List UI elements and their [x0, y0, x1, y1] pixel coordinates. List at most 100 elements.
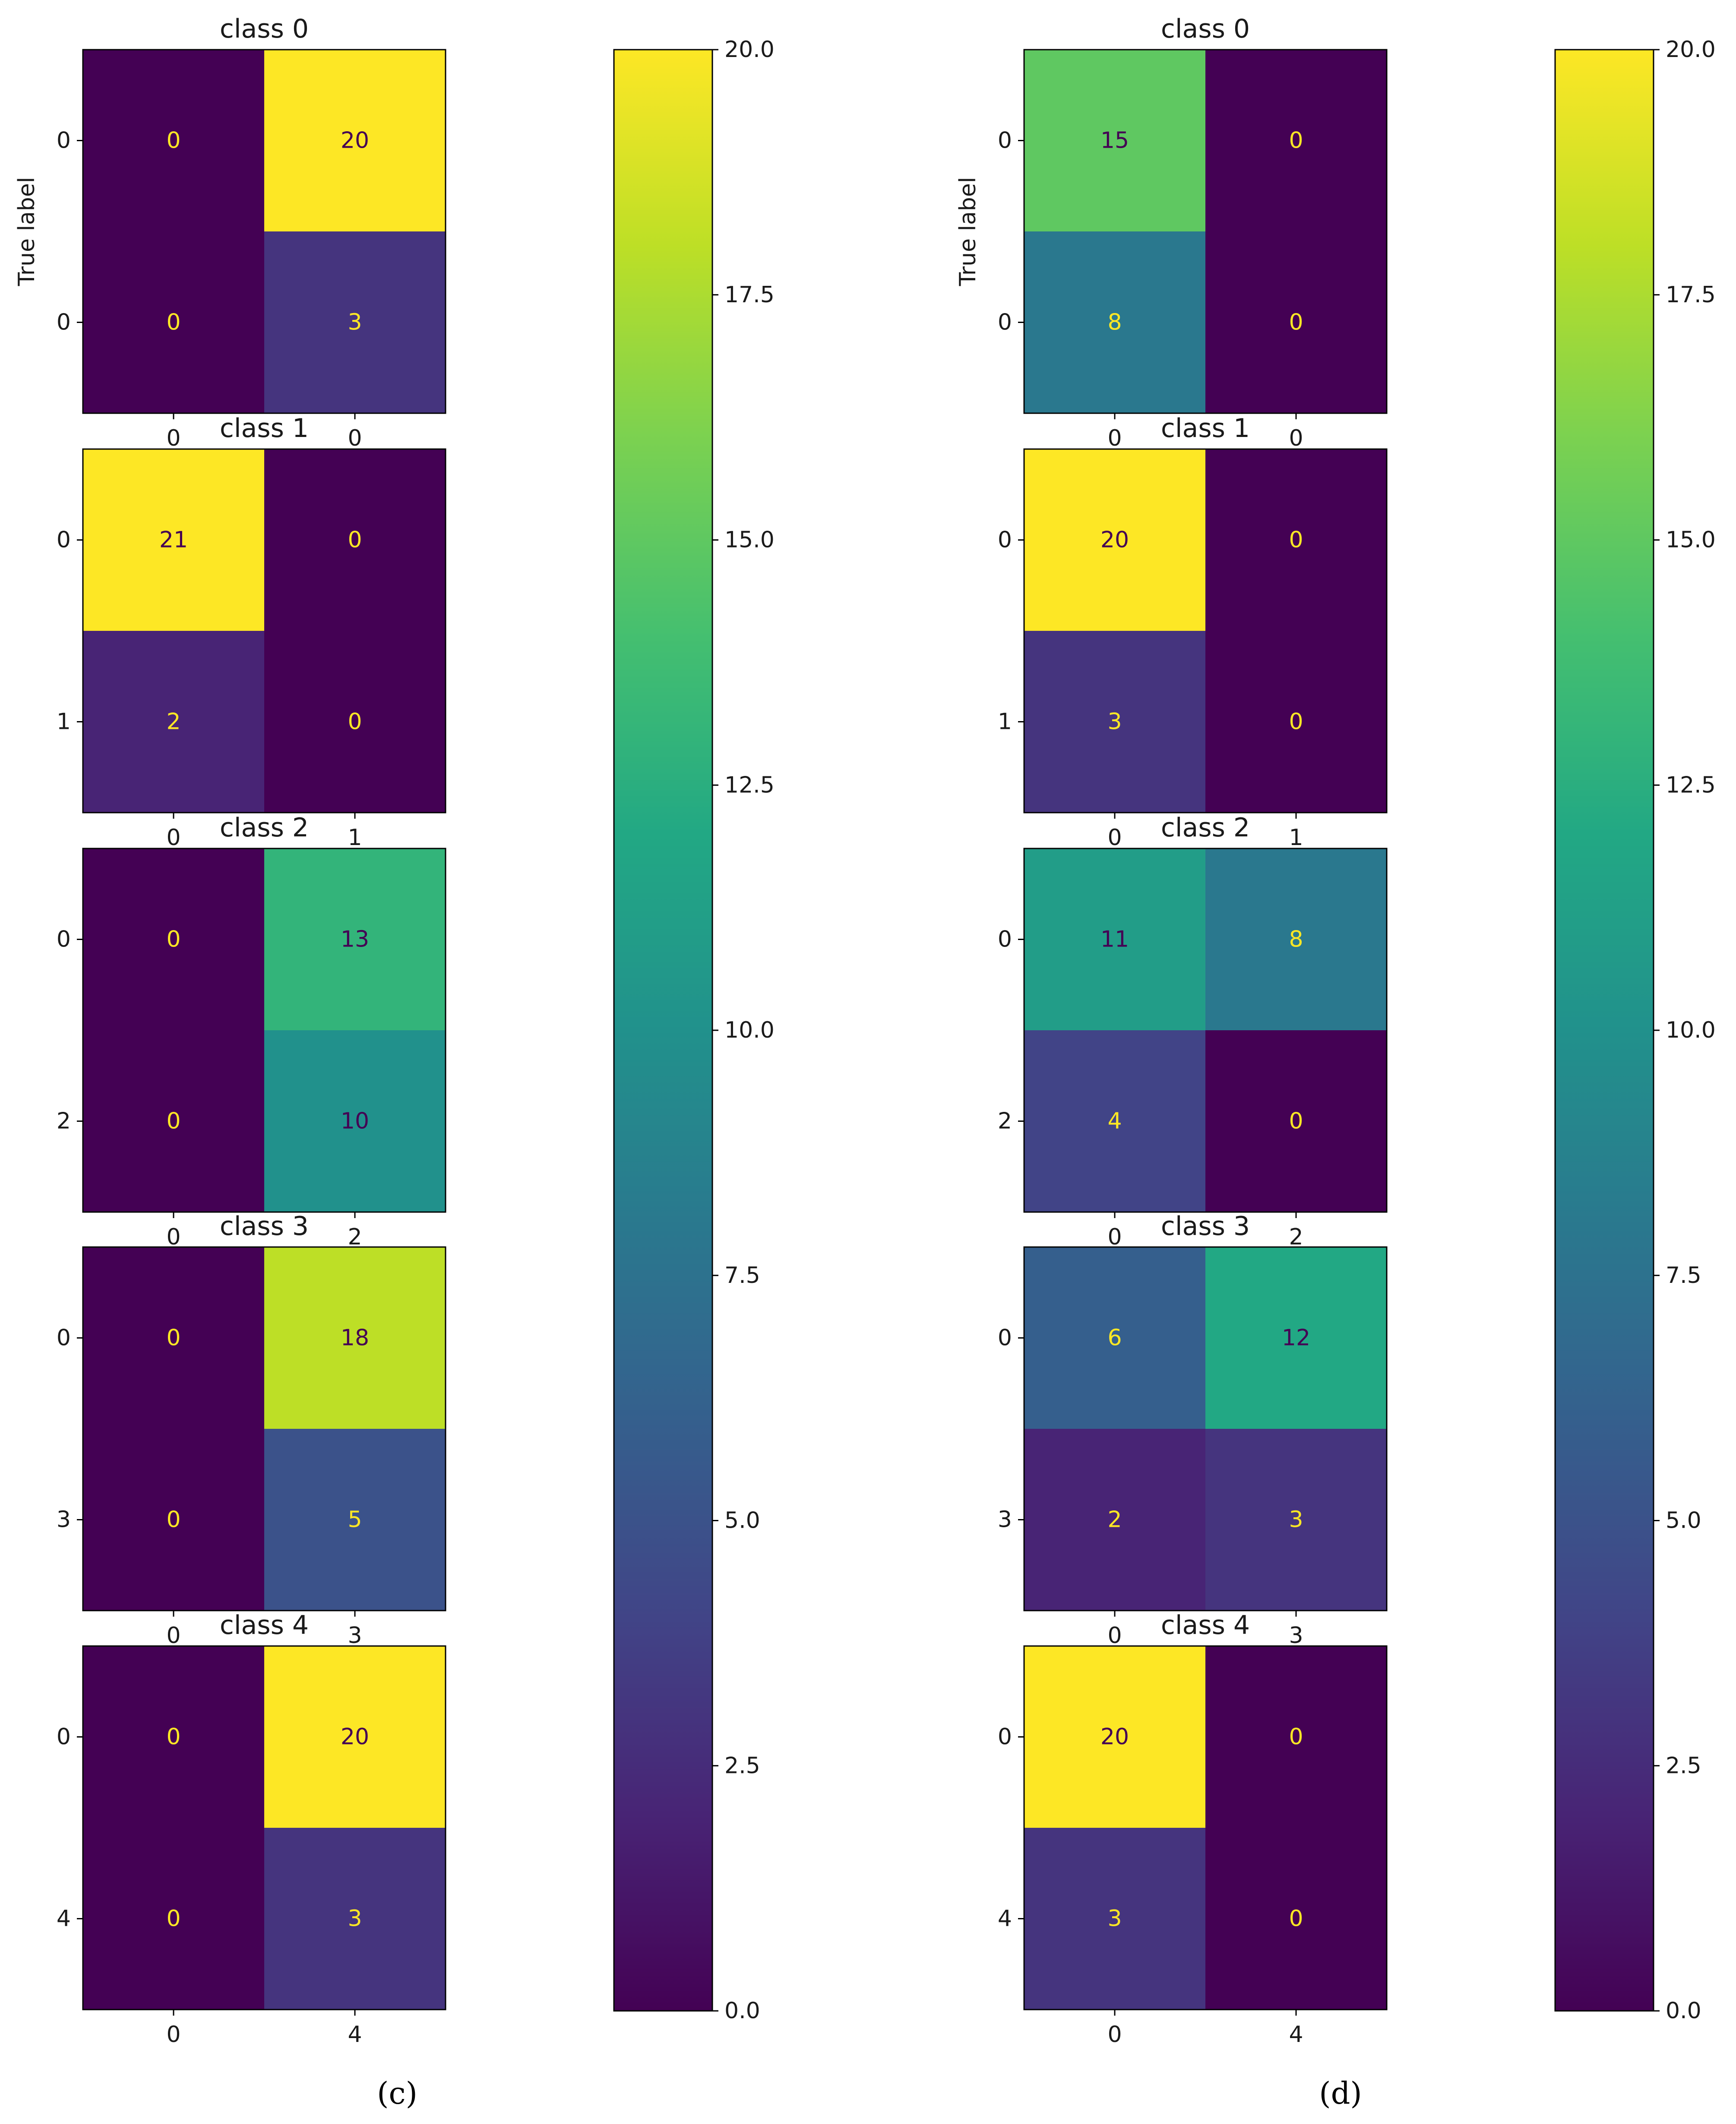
heatmap-cell — [1024, 1828, 1206, 2010]
matrix-title: class 4 — [1161, 1610, 1250, 1640]
heatmap-cell — [1205, 631, 1387, 813]
heatmap-cell — [83, 1646, 265, 1828]
cell-value-label: 0 — [1289, 128, 1303, 154]
cell-value-label: 0 — [348, 527, 362, 553]
heatmap-cell — [83, 1030, 265, 1212]
colorbar-tick-label: 17.5 — [1666, 282, 1716, 308]
cell-value-label: 21 — [159, 527, 188, 553]
heatmap-cell — [1024, 449, 1206, 631]
heatmap-cell — [83, 848, 265, 1031]
axes-frame — [82, 1246, 446, 1611]
colorbar-tick-label: 7.5 — [1666, 1263, 1701, 1288]
confusion-matrix-4: 20 0 3 0 class 4 0 4 0 4 — [998, 1610, 1388, 2048]
x-tick-label: 2 — [1289, 1224, 1303, 1250]
axes-frame — [1023, 1645, 1388, 2010]
x-tick-label: 0 — [166, 825, 180, 851]
x-tick-label: 0 — [1107, 425, 1122, 451]
heatmap-cell — [264, 631, 446, 813]
colorbar-tick-label: 2.5 — [1666, 1753, 1701, 1779]
y-tick-label: 2 — [57, 1108, 71, 1134]
heatmap-cell — [1024, 231, 1206, 414]
cell-value-label: 0 — [166, 927, 180, 953]
matrix-title: class 2 — [220, 813, 309, 843]
cell-value-label: 0 — [1289, 709, 1303, 735]
colorbar-tick-label: 2.5 — [724, 1753, 760, 1779]
colorbar-tick-label: 15.0 — [1666, 527, 1716, 553]
x-tick-label: 1 — [1289, 825, 1303, 851]
heatmap-cell — [1024, 1429, 1206, 1611]
heatmap-cell — [264, 848, 446, 1031]
axes-frame — [1023, 848, 1388, 1213]
heatmap-cell — [1205, 231, 1387, 414]
matrix-title: class 1 — [220, 413, 309, 443]
x-tick-label: 0 — [166, 425, 180, 451]
heatmap-cell — [1024, 50, 1206, 232]
heatmap-cell — [1205, 1646, 1387, 1828]
colorbar-fill — [1555, 50, 1654, 2011]
colorbar-tick-label: 5.0 — [724, 1508, 760, 1534]
confusion-matrix-3: 0 18 0 5 class 3 0 3 0 3 — [57, 1211, 446, 1649]
matrix-title: class 3 — [1161, 1211, 1250, 1241]
heatmap-cell — [1024, 1646, 1206, 1828]
x-tick-label: 1 — [348, 825, 362, 851]
heatmap-cell — [264, 1646, 446, 1828]
x-tick-label: 3 — [1289, 1623, 1303, 1649]
x-tick-label: 0 — [166, 1224, 180, 1250]
cell-value-label: 0 — [1289, 310, 1303, 336]
cell-value-label: 0 — [166, 1325, 180, 1351]
y-tick-label: 0 — [57, 1724, 71, 1750]
confusion-matrix-0: 0 20 0 3 class 0 0 0 0 0 True label — [14, 14, 446, 451]
y-tick-label: 1 — [998, 709, 1012, 735]
heatmap-cell — [83, 631, 265, 813]
cell-value-label: 3 — [348, 310, 362, 336]
cell-value-label: 13 — [341, 927, 369, 953]
y-tick-label: 0 — [57, 927, 71, 953]
cell-value-label: 8 — [1107, 310, 1122, 336]
cell-value-label: 0 — [1289, 1906, 1303, 1932]
confusion-matrix-1: 21 0 2 0 class 1 0 1 0 1 — [57, 413, 446, 851]
colorbar-tick-label: 12.5 — [1666, 772, 1716, 798]
x-tick-label: 0 — [1289, 425, 1303, 451]
colorbar-tick-label: 12.5 — [724, 772, 775, 798]
x-tick-label: 0 — [1107, 2022, 1122, 2048]
cell-value-label: 2 — [1107, 1507, 1122, 1533]
heatmap-cell — [264, 449, 446, 631]
y-tick-label: 4 — [57, 1906, 71, 1932]
x-tick-label: 3 — [348, 1623, 362, 1649]
cell-value-label: 10 — [341, 1108, 369, 1134]
heatmap-cell — [83, 1828, 265, 2010]
cell-value-label: 20 — [1100, 1724, 1129, 1750]
colorbar-tick-label: 17.5 — [724, 282, 775, 308]
cell-value-label: 15 — [1100, 128, 1129, 154]
confusion-matrix-1: 20 0 3 0 class 1 0 1 0 1 — [998, 413, 1388, 851]
heatmap-cell — [1205, 1429, 1387, 1611]
cell-value-label: 0 — [166, 128, 180, 154]
matrix-title: class 4 — [220, 1610, 309, 1640]
cell-value-label: 0 — [166, 310, 180, 336]
colorbar-fill — [614, 50, 712, 2011]
x-tick-label: 4 — [348, 2022, 362, 2048]
cell-value-label: 0 — [166, 1724, 180, 1750]
y-axis-label: True label — [955, 177, 981, 287]
heatmap-cell — [264, 1828, 446, 2010]
y-tick-label: 0 — [998, 310, 1012, 336]
heatmap-cell — [1024, 848, 1206, 1031]
cell-value-label: 20 — [341, 1724, 369, 1750]
cell-value-label: 0 — [1289, 527, 1303, 553]
matrix-title: class 0 — [220, 14, 309, 44]
heatmap-cell — [264, 1030, 446, 1212]
matrix-title: class 0 — [1161, 14, 1250, 44]
heatmap-cell — [83, 449, 265, 631]
y-tick-label: 3 — [57, 1507, 71, 1533]
heatmap-cell — [83, 231, 265, 414]
heatmap-cell — [1205, 50, 1387, 232]
axes-frame — [82, 448, 446, 814]
cell-value-label: 20 — [1100, 527, 1129, 553]
cell-value-label: 0 — [166, 1108, 180, 1134]
heatmap-cell — [1024, 631, 1206, 813]
axes-frame — [82, 49, 446, 414]
heatmap-cell — [264, 231, 446, 414]
cell-value-label: 3 — [1289, 1507, 1303, 1533]
